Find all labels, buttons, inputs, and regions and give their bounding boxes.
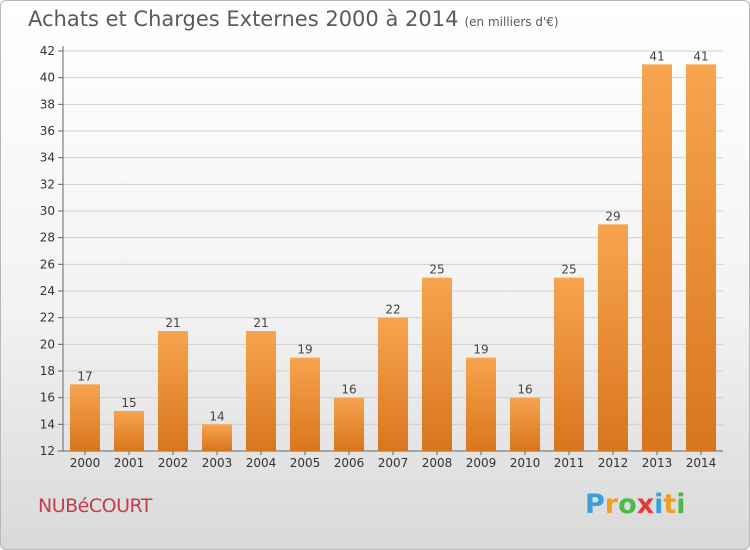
x-tick-label: 2013 (642, 456, 673, 470)
chart-title: Achats et Charges Externes 2000 à 2014 (e… (28, 7, 559, 31)
y-tick-label: 36 (40, 124, 55, 138)
bar-value-label: 14 (209, 409, 224, 423)
bar-value-label: 21 (253, 316, 268, 330)
bar-2007 (378, 317, 408, 451)
logo-letter: t (663, 489, 677, 520)
x-tick-label: 2010 (510, 456, 541, 470)
y-tick-label: 38 (40, 97, 55, 111)
bar-value-label: 41 (693, 49, 708, 63)
logo-letter: x (636, 489, 655, 520)
x-tick-label: 2004 (246, 456, 277, 470)
bar-value-label: 21 (165, 316, 180, 330)
logo-letter: o (618, 489, 637, 520)
x-tick-label: 2000 (70, 456, 101, 470)
bar-2013 (642, 64, 672, 452)
logo-letter: P (585, 489, 605, 520)
y-tick-label: 22 (40, 311, 55, 325)
bar-2004 (246, 331, 276, 451)
bar-value-label: 19 (297, 343, 312, 357)
x-tick-label: 2008 (422, 456, 453, 470)
y-tick-label: 14 (40, 417, 55, 431)
bar-value-label: 25 (561, 263, 576, 277)
logo-letter: r (604, 489, 619, 520)
x-tick-label: 2005 (290, 456, 321, 470)
title-text: Achats et Charges Externes 2000 à 2014 (28, 7, 459, 31)
logo-letter: i (676, 489, 686, 520)
bar-2000 (70, 384, 100, 451)
y-tick-label: 24 (40, 284, 55, 298)
bar-2006 (334, 397, 364, 451)
bar-2002 (158, 331, 188, 451)
bar-value-label: 41 (649, 49, 664, 63)
x-tick-label: 2012 (598, 456, 629, 470)
x-tick-label: 2001 (114, 456, 145, 470)
bar-2012 (598, 224, 628, 451)
y-tick-label: 12 (40, 444, 55, 458)
y-tick-label: 40 (40, 71, 55, 85)
bar-value-label: 16 (517, 383, 532, 397)
bar-value-label: 25 (429, 263, 444, 277)
y-tick-label: 20 (40, 337, 55, 351)
y-tick-label: 28 (40, 231, 55, 245)
bar-2001 (114, 411, 144, 451)
y-tick-label: 30 (40, 204, 55, 218)
bar-value-label: 15 (121, 396, 136, 410)
bars (70, 64, 716, 452)
bar-2009 (466, 357, 496, 451)
y-tick-label: 26 (40, 257, 55, 271)
y-tick-label: 34 (40, 151, 55, 165)
chart-subtitle: (en milliers d'€) (464, 15, 559, 29)
x-tick-label: 2009 (466, 456, 497, 470)
x-tick-label: 2007 (378, 456, 409, 470)
y-tick-label: 42 (40, 44, 55, 58)
x-tick-label: 2011 (554, 456, 585, 470)
bar-2005 (290, 357, 320, 451)
bar-value-label: 19 (473, 343, 488, 357)
y-tick-label: 32 (40, 177, 55, 191)
x-tick-label: 2002 (158, 456, 189, 470)
bar-value-label: 22 (385, 303, 400, 317)
bar-value-label: 16 (341, 383, 356, 397)
x-tick-label: 2006 (334, 456, 365, 470)
proxiti-logo[interactable]: Proxiti (585, 489, 686, 520)
y-tick-label: 16 (40, 391, 55, 405)
bar-2008 (422, 277, 452, 451)
bar-value-label: 17 (77, 369, 92, 383)
x-tick-label: 2003 (202, 456, 233, 470)
bar-2003 (202, 424, 232, 451)
bar-2010 (510, 397, 540, 451)
y-tick-label: 18 (40, 364, 55, 378)
bar-2014 (686, 64, 716, 452)
location-name: NUBéCOURT (38, 495, 152, 517)
bar-2011 (554, 277, 584, 451)
x-tick-label: 2014 (686, 456, 717, 470)
logo-letter: i (654, 489, 664, 520)
bar-value-labels: 17 15 21 14 21 19 16 22 25 19 16 25 29 41 41 (77, 49, 708, 423)
bar-value-label: 29 (605, 209, 620, 223)
